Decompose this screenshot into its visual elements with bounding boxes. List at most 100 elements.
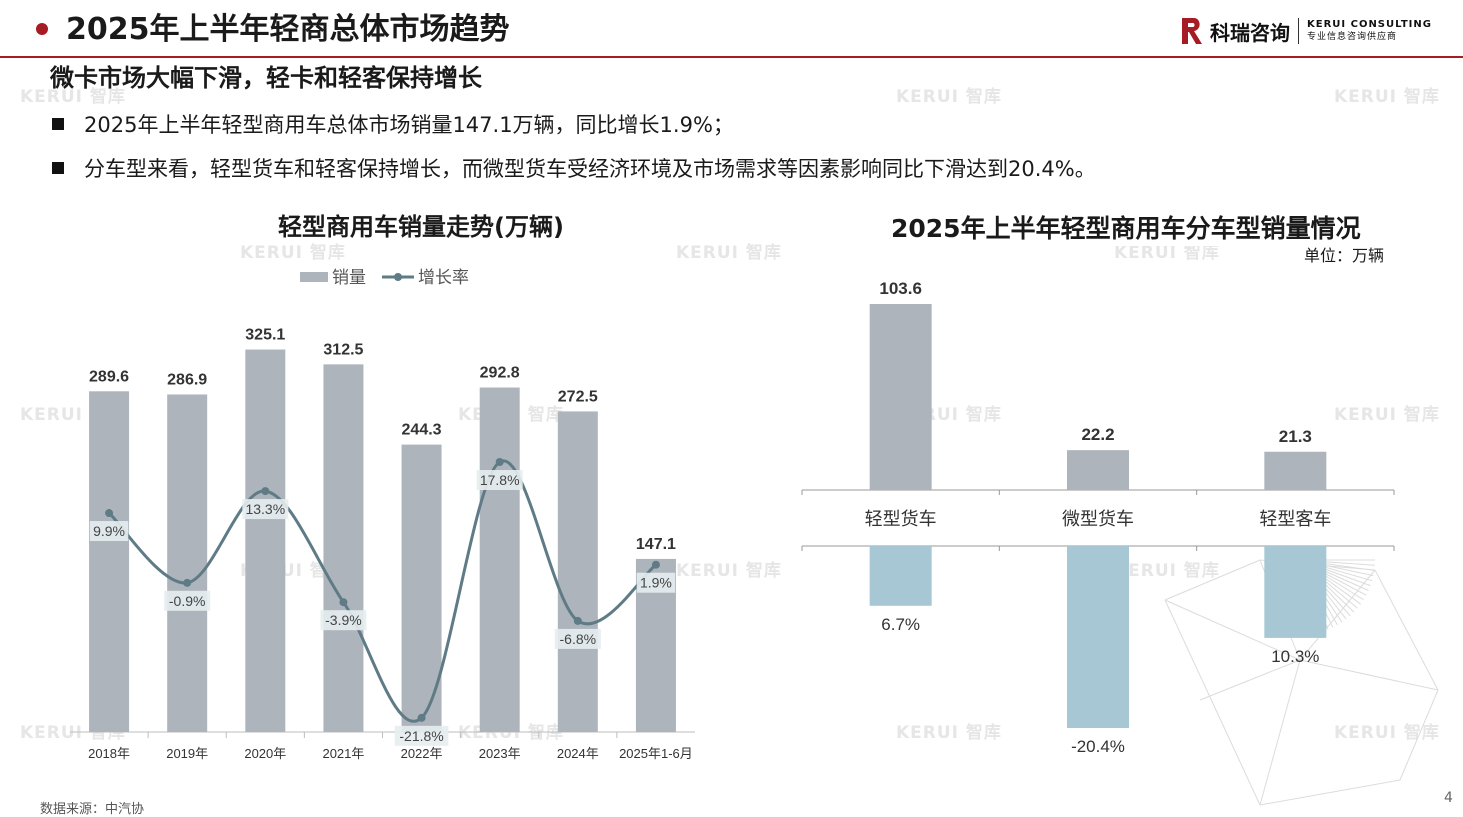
- bar-sales: [89, 391, 130, 732]
- growth-label-bg: [476, 470, 523, 491]
- growth-rate-point: [339, 598, 348, 607]
- growth-rate-point: [495, 458, 504, 467]
- wireframe-segment: [1374, 569, 1439, 691]
- wireframe-segment: [1259, 659, 1301, 806]
- bullet-square-icon: [52, 162, 64, 174]
- segment-category-label: 微型货车: [1062, 509, 1134, 529]
- bar-sales: [245, 349, 286, 732]
- wireframe-segment: [1164, 559, 1261, 601]
- growth-rate-point: [417, 713, 426, 722]
- watermark: KERUI 智库: [1114, 243, 1220, 263]
- bar-value-label: 147.1: [636, 536, 676, 553]
- legend-bar-swatch: [300, 272, 328, 282]
- growth-rate-point: [105, 509, 114, 518]
- growth-rate-label: 9.9%: [93, 523, 125, 539]
- data-source: 数据来源：中汽协: [40, 802, 145, 817]
- growth-rate-line: [108, 459, 657, 723]
- sales-value-label: 21.3: [1279, 427, 1312, 446]
- bar-value-label: 289.6: [89, 368, 129, 385]
- bullet-1-text: 2025年上半年轻型商用车总体市场销量147.1万辆，同比增长1.9%；: [84, 113, 734, 137]
- growth-value-label: 10.3%: [1271, 647, 1319, 666]
- page-title: 2025年上半年轻商总体市场趋势: [66, 12, 510, 47]
- watermark: KERUI 智库: [896, 723, 1002, 743]
- growth-value-label: 6.7%: [881, 615, 920, 634]
- bar-segment-sales: [1264, 451, 1327, 490]
- bullet-2: 分车型来看，轻型货车和轻客保持增长，而微型货车受经济环境及市场需求等因素影响同比…: [52, 154, 1096, 184]
- wireframe-segment: [1164, 599, 1261, 806]
- bar-segment-growth: [869, 546, 932, 606]
- growth-label-bg: [164, 590, 211, 611]
- brand-logo: 科瑞咨询 KERUI CONSULTING 专业信息咨询供应商: [1180, 14, 1432, 48]
- bar-segment-sales: [1067, 450, 1129, 490]
- wireframe-segment: [1199, 659, 1301, 701]
- brand-name-cn: 科瑞咨询: [1210, 20, 1290, 45]
- bar-segment-growth: [1067, 546, 1129, 728]
- growth-rate-point: [651, 560, 660, 569]
- watermark: KERUI 智库: [1334, 87, 1440, 107]
- growth-rate-label: -3.9%: [325, 612, 362, 628]
- page-number: 4: [1444, 790, 1453, 806]
- bar-value-label: 292.8: [480, 365, 520, 382]
- watermark: KERUI 智库: [20, 87, 126, 107]
- x-tick-label: 2020年: [244, 746, 286, 761]
- x-tick-label: 2018年: [88, 746, 130, 761]
- bar-value-label: 312.5: [323, 341, 363, 358]
- bar-sales: [323, 364, 364, 732]
- growth-label-bg: [394, 725, 449, 746]
- bar-sales: [479, 387, 520, 732]
- watermark: KERUI 智库: [676, 243, 782, 263]
- bar-segment-growth: [1264, 546, 1327, 638]
- right-chart-title: 2025年上半年轻型商用车分车型销量情况: [885, 212, 1367, 246]
- segment-category-label: 轻型货车: [865, 509, 937, 529]
- growth-rate-label: 17.8%: [480, 472, 520, 488]
- wireframe-segment: [1259, 779, 1401, 806]
- bullet-2-text: 分车型来看，轻型货车和轻客保持增长，而微型货车受经济环境及市场需求等因素影响同比…: [84, 157, 1096, 181]
- brand-name-en: KERUI CONSULTING: [1307, 19, 1432, 30]
- bar-sales: [401, 444, 442, 732]
- bar-segment-sales: [869, 304, 932, 490]
- brand-text-en: KERUI CONSULTING 专业信息咨询供应商: [1307, 19, 1432, 43]
- watermark: KERUI 智库: [1334, 405, 1440, 425]
- growth-rate-point: [573, 616, 582, 625]
- watermark: KERUI 智库: [1114, 561, 1220, 581]
- wireframe-segment: [1164, 599, 1301, 661]
- watermark: KERUI 智库: [676, 561, 782, 581]
- section-subtitle: 微卡市场大幅下滑，轻卡和轻客保持增长: [50, 64, 482, 92]
- left-chart-title: 轻型商用车销量走势(万辆): [278, 213, 564, 241]
- growth-label-bg: [89, 521, 129, 542]
- growth-rate-point: [183, 578, 192, 587]
- x-tick-label: 2021年: [322, 746, 364, 761]
- growth-rate-label: 1.9%: [640, 575, 672, 591]
- bar-sales: [557, 411, 598, 732]
- legend-line-marker: [394, 273, 402, 281]
- sales-value-label: 22.2: [1081, 425, 1114, 444]
- bar-sales: [167, 394, 208, 732]
- growth-rate-label: 13.3%: [245, 501, 285, 517]
- growth-label-bg: [320, 610, 367, 631]
- watermark: KERUI 智库: [240, 243, 346, 263]
- x-tick-label: 2025年1-6月: [619, 746, 693, 761]
- sales-value-label: 103.6: [879, 279, 922, 298]
- bullet-1: 2025年上半年轻型商用车总体市场销量147.1万辆，同比增长1.9%；: [52, 110, 734, 140]
- legend-line-label: 增长率: [418, 268, 469, 287]
- wireframe-segment: [1399, 689, 1439, 781]
- brand-separator: [1298, 18, 1299, 44]
- watermark: KERUI 智库: [1334, 723, 1440, 743]
- legend-bar-label: 销量: [332, 268, 366, 287]
- growth-label-bg: [554, 628, 601, 649]
- kerui-logo-icon: [1182, 18, 1202, 44]
- title-bullet-dot: [36, 23, 48, 35]
- x-tick-label: 2019年: [166, 746, 208, 761]
- growth-label-bg: [242, 499, 289, 520]
- brand-tagline: 专业信息咨询供应商: [1307, 32, 1398, 42]
- growth-value-label: -20.4%: [1071, 737, 1125, 756]
- x-tick-label: 2023年: [479, 746, 521, 761]
- bullet-square-icon: [52, 118, 64, 130]
- growth-rate-label: -6.8%: [560, 631, 597, 647]
- bar-value-label: 272.5: [558, 388, 598, 405]
- growth-rate-label: -0.9%: [169, 593, 206, 609]
- growth-rate-point: [261, 487, 270, 496]
- bar-value-label: 325.1: [245, 327, 285, 344]
